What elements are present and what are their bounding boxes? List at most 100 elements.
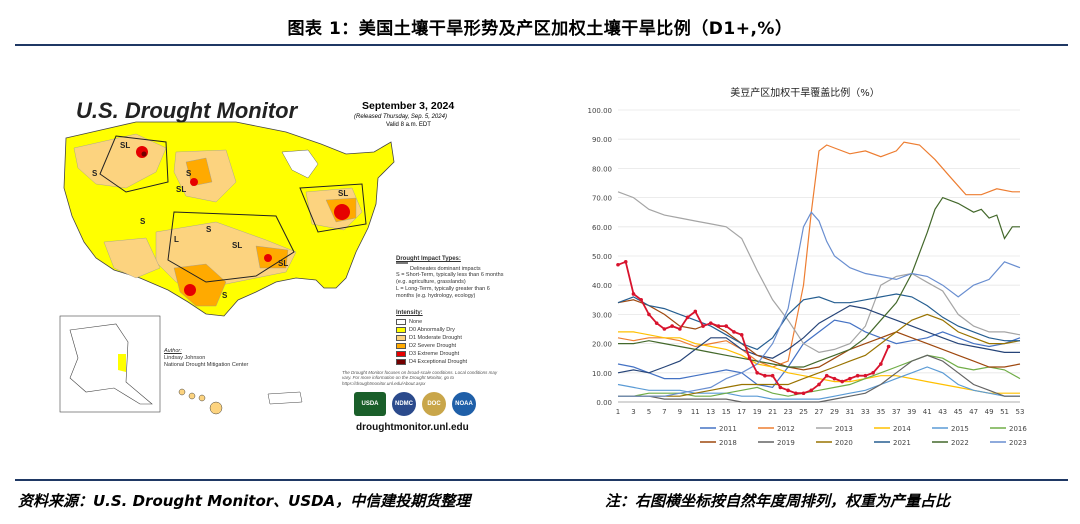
- series-point-2024: [879, 362, 883, 366]
- bottom-rule: [15, 479, 1068, 481]
- d1-region-southwest: [103, 237, 161, 279]
- series-line-2011: [617, 319, 1021, 389]
- x-tick-label: 11: [691, 408, 700, 416]
- series-line-2018: [617, 299, 1021, 371]
- x-tick-label: 23: [784, 408, 793, 416]
- ndmc-logo: NDMC: [392, 392, 416, 416]
- x-tick-label: 31: [845, 408, 854, 416]
- swatch-d3: [396, 351, 406, 357]
- intensity-label: D0 Abnormally Dry: [409, 327, 455, 333]
- series-point-2024: [778, 385, 783, 390]
- y-tick-label: 50.00: [592, 253, 612, 261]
- logo-row: USDA NDMC DOC NOAA: [354, 392, 476, 416]
- series-line-2022: [618, 196, 1020, 368]
- series-point-2024: [863, 373, 868, 378]
- legend-label-2021: 2021: [893, 439, 911, 447]
- series-point-2024: [732, 330, 736, 334]
- series-line-2023: [618, 211, 1021, 397]
- y-tick-label: 30.00: [592, 311, 612, 319]
- x-tick-label: 17: [737, 408, 746, 416]
- y-tick-label: 90.00: [592, 136, 612, 144]
- intensity-label: D4 Exceptional Drought: [409, 359, 468, 365]
- series-point-2024: [716, 324, 721, 328]
- series-point-2024: [693, 309, 698, 314]
- series-point-2024: [809, 388, 814, 393]
- x-tick-label: 9: [678, 408, 682, 416]
- x-tick-label: 37: [892, 408, 901, 416]
- y-tick-label: 70.00: [592, 195, 612, 203]
- map-note: The Drought Monitor focuses on broad-sca…: [342, 370, 498, 386]
- series-line-2014: [618, 331, 1020, 394]
- legend-label-2016: 2016: [1009, 425, 1027, 433]
- region-label: S: [92, 169, 98, 178]
- region-label: SL: [278, 259, 288, 268]
- intensity-item: None: [396, 318, 467, 326]
- series-point-2024: [871, 371, 875, 375]
- y-tick-label: 100.00: [588, 107, 613, 115]
- series-point-2024: [701, 324, 705, 328]
- series-line-2013: [617, 191, 1021, 354]
- legend-label-2013: 2013: [835, 425, 853, 433]
- series-line-2019: [618, 354, 1020, 403]
- y-tick-label: 80.00: [592, 165, 612, 173]
- axis-note: 注：右图横坐标按自然年度周排列，权重为产量占比: [605, 492, 951, 510]
- region-label: S: [206, 225, 212, 234]
- region-label: SL: [338, 189, 348, 198]
- author-block: Author: Lindsay Johnson National Drought…: [164, 348, 248, 369]
- series-point-2024: [616, 262, 620, 267]
- hawaii-inset: [178, 388, 223, 415]
- author-header: Author:: [164, 348, 182, 354]
- x-tick-label: 29: [830, 408, 839, 416]
- y-tick-label: 10.00: [592, 370, 612, 378]
- swatch-d4: [396, 359, 406, 365]
- x-tick-label: 51: [1000, 408, 1009, 416]
- y-tick-label: 60.00: [592, 224, 612, 232]
- x-tick-label: 15: [722, 408, 731, 416]
- author-org: National Drought Mitigation Center: [164, 361, 249, 368]
- intensity-item: D3 Extreme Drought: [396, 350, 467, 358]
- series-point-2024: [631, 292, 636, 296]
- d3-spot-south: [264, 254, 272, 262]
- series-point-2024: [639, 298, 643, 302]
- legend-label-2023: 2023: [1009, 439, 1027, 447]
- series-point-2024: [817, 382, 821, 387]
- swatch-d0: [396, 327, 406, 333]
- x-tick-label: 5: [647, 408, 651, 416]
- alaska-shape: [69, 323, 153, 405]
- alaska-d0: [118, 354, 126, 372]
- series-point-2024: [647, 312, 651, 317]
- series-line-2020: [618, 313, 1021, 397]
- region-label: SL: [232, 241, 242, 250]
- d2-region-south: [255, 245, 289, 269]
- puerto-rico: [267, 391, 303, 405]
- impact-line: L = Long-Term, typically greater than 6 …: [396, 286, 490, 299]
- intensity-label: D1 Moderate Drought: [409, 335, 462, 341]
- drought-coverage-chart: 美豆产区加权干旱覆盖比例（%） 0.00 10.00 20.00 30.00 40.00…: [588, 86, 1028, 447]
- series-point-2024: [662, 327, 667, 331]
- series-point-2024: [886, 344, 891, 349]
- drought-map-panel: SL SL S S S SL SL S SL L S S U.S. Drough…: [56, 92, 506, 442]
- x-tick-label: 47: [969, 408, 978, 416]
- series-line-2021: [617, 293, 1020, 351]
- legend-label-2011: 2011: [719, 425, 737, 433]
- d3-spot-dakota: [190, 178, 198, 186]
- author-name: Lindsay Johnson: [164, 354, 206, 361]
- series-line-2012: [617, 141, 1020, 368]
- impact-legend: Drought Impact Types: Delineates dominan…: [396, 256, 504, 300]
- series-line-2017: [617, 304, 1020, 374]
- impact-legend-header: Drought Impact Types:: [396, 256, 461, 262]
- x-tick-label: 3: [631, 408, 635, 416]
- region-label: SL: [120, 141, 130, 150]
- d4-spot-montana: [141, 151, 147, 157]
- x-tick-label: 41: [923, 408, 932, 416]
- legend-label-2020: 2020: [835, 439, 853, 447]
- intensity-label: None: [409, 319, 423, 325]
- intensity-item: D4 Exceptional Drought: [396, 358, 467, 366]
- series-point-2024: [670, 324, 674, 328]
- us-drought-map: SL SL S S S SL SL S SL L S S: [59, 121, 408, 415]
- impact-line: S = Short-Term, typically less than 6 mo…: [396, 272, 504, 286]
- legend-label-2014: 2014: [893, 425, 911, 433]
- swatch-none: [396, 319, 406, 325]
- map-released: (Released Thursday, Sep. 5, 2024): [354, 114, 447, 120]
- intensity-item: D0 Abnormally Dry: [396, 326, 467, 334]
